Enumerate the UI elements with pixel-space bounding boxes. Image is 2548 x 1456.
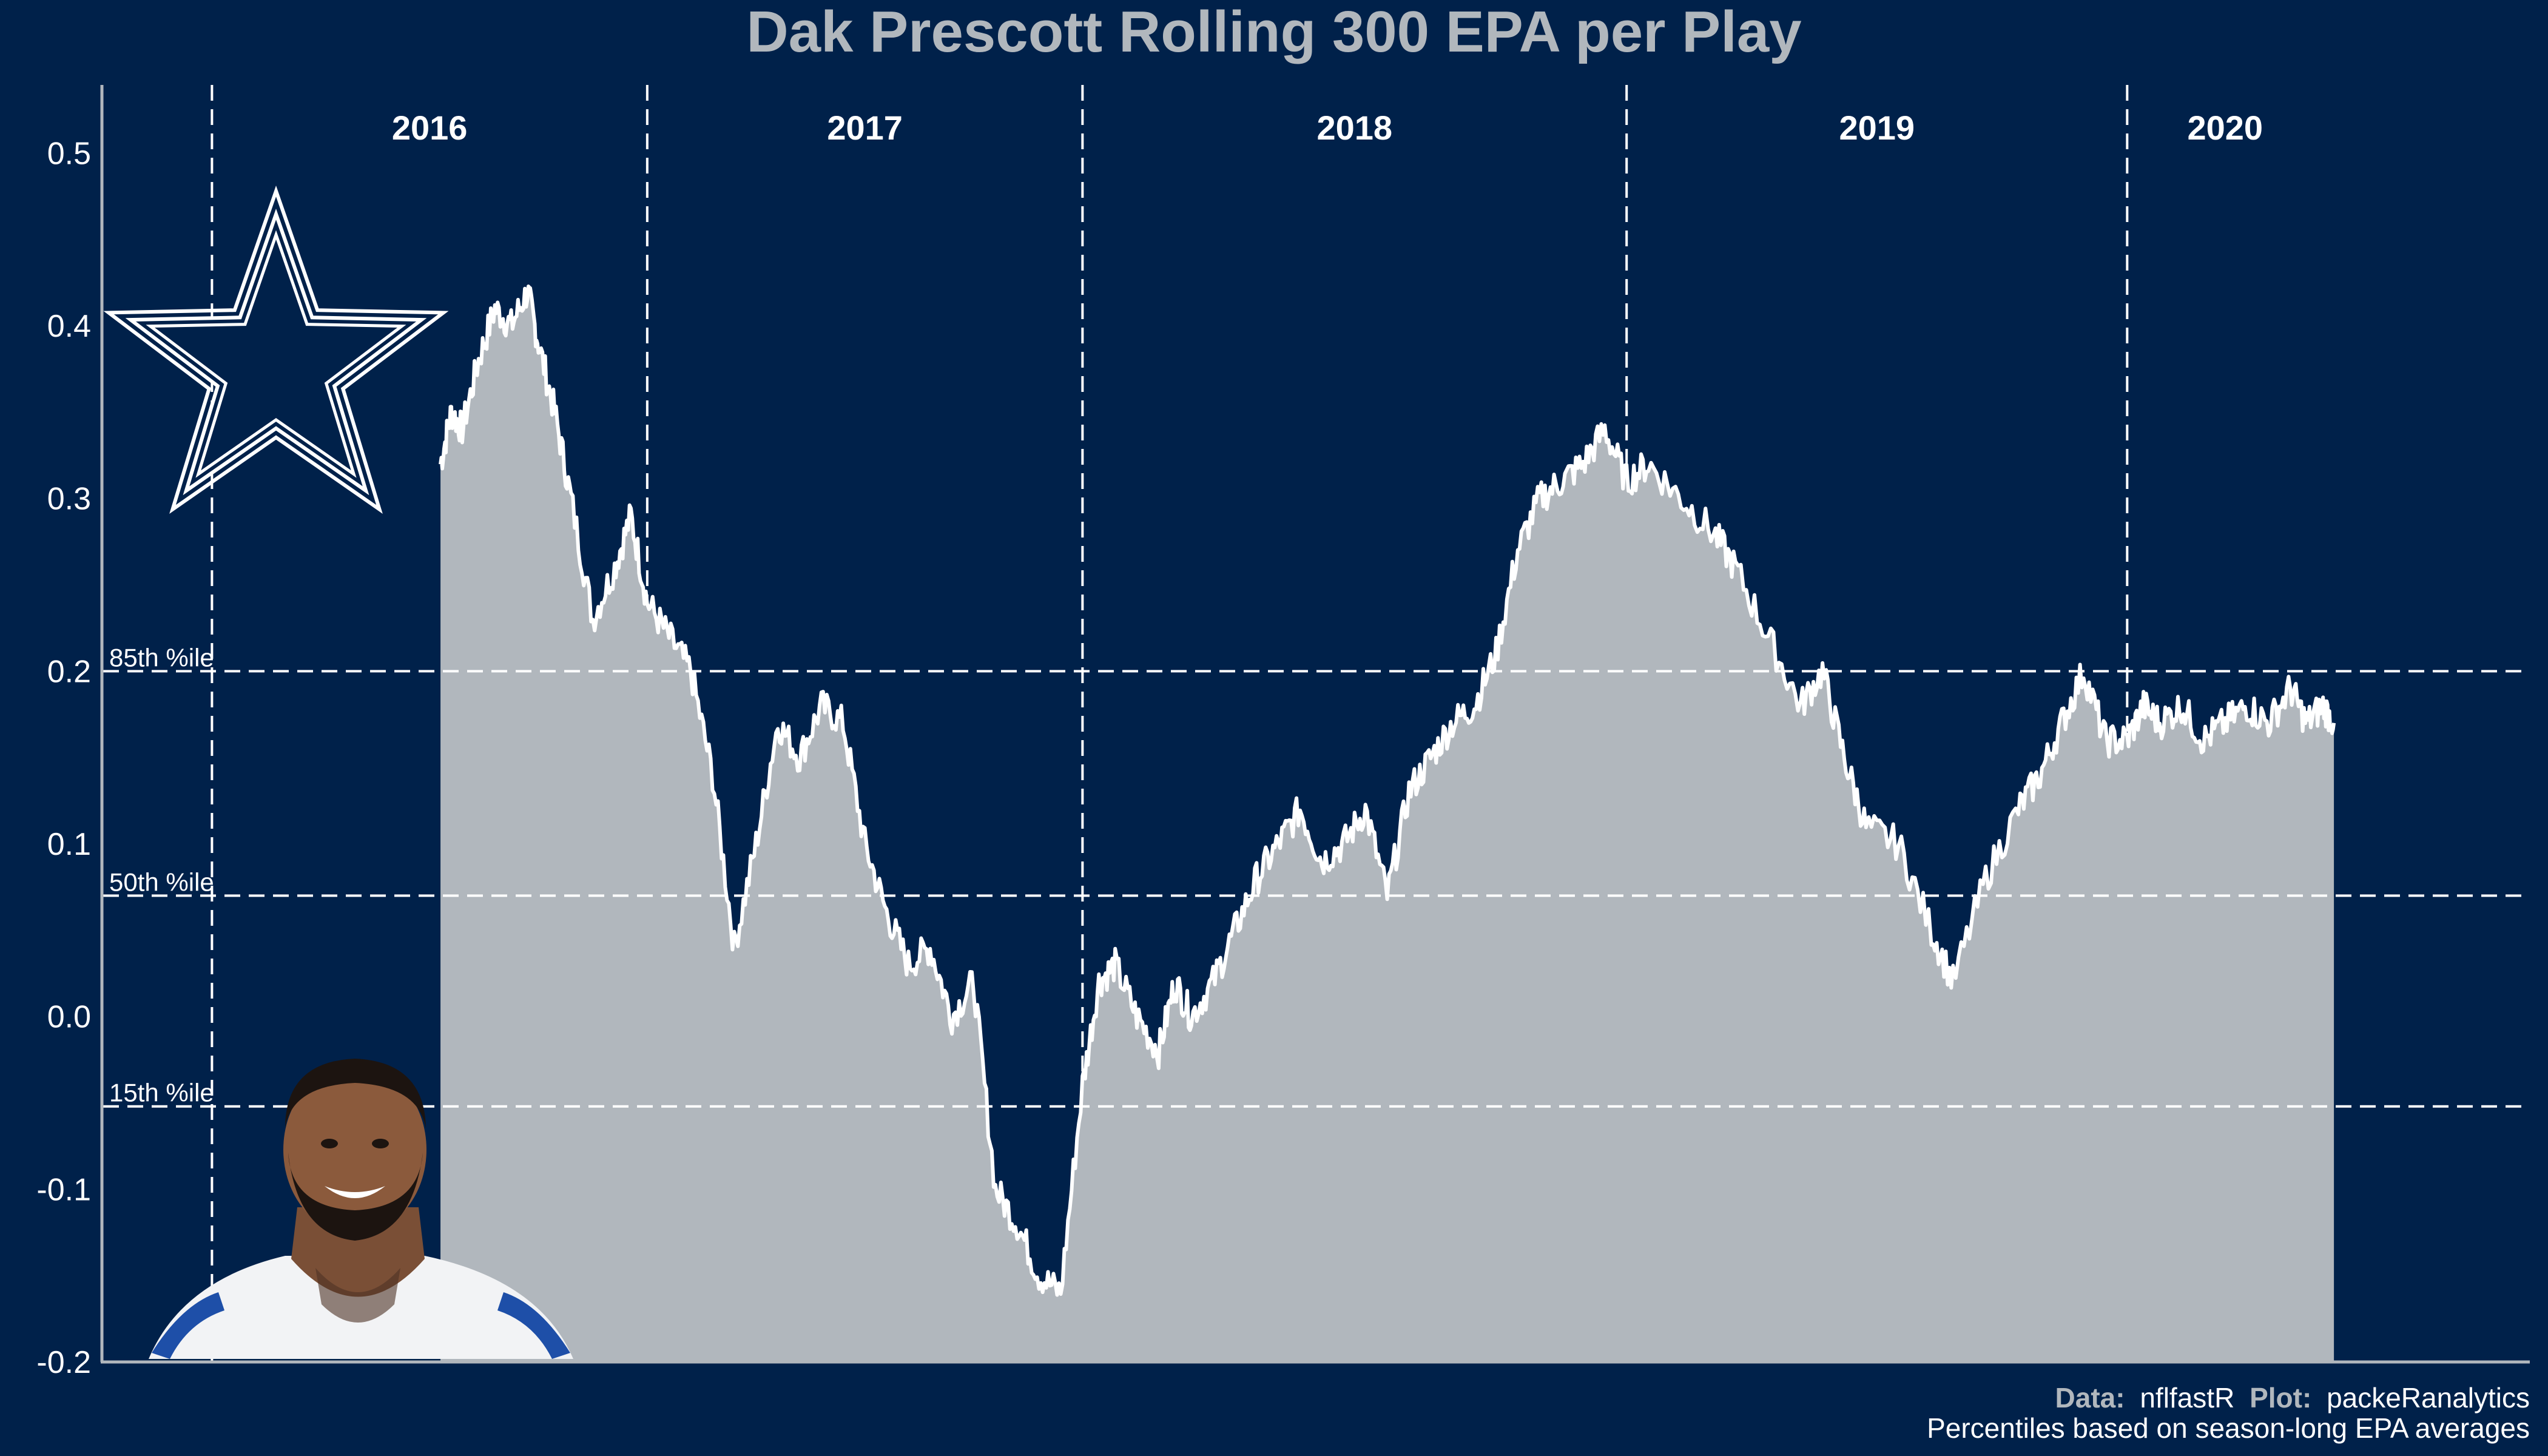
caption-plot-author: packeRanalytics [2327, 1382, 2530, 1414]
axes: -0.2 -0.1 0.0 0.1 0.2 0.3 0.4 0.5 [36, 85, 2530, 1380]
hair [285, 1059, 426, 1128]
player-headshot [149, 1059, 573, 1359]
smile [325, 1186, 385, 1198]
season-label-2017: 2017 [827, 109, 903, 147]
epa-area [439, 285, 2336, 1362]
star-outer-outline [103, 185, 449, 514]
star-inner-fill [146, 230, 406, 478]
caption-data-source: nflfastR [2140, 1382, 2234, 1414]
area-fill [440, 286, 2334, 1362]
y-tick-label: -0.2 [36, 1345, 91, 1380]
y-tick-label: -0.1 [36, 1172, 91, 1207]
caption-credits: Data: nflfastR Plot: packeRanalytics [2055, 1382, 2530, 1414]
beard [288, 1153, 423, 1241]
y-tick-label: 0.0 [47, 1000, 91, 1035]
eye-right [372, 1139, 389, 1148]
y-tick-label: 0.5 [47, 136, 91, 171]
jersey-stripe-right [497, 1292, 570, 1359]
neck-tattoo [315, 1268, 400, 1323]
caption-note: Percentiles based on season-long EPA ave… [1927, 1412, 2530, 1444]
caption-data-label: Data: [2055, 1382, 2125, 1414]
season-label-2018: 2018 [1316, 109, 1392, 147]
chart-title: Dak Prescott Rolling 300 EPA per Play [746, 0, 1801, 64]
dallas-star-logo [103, 185, 449, 514]
eye-left [321, 1139, 338, 1148]
season-label-2019: 2019 [1839, 109, 1915, 147]
ref-label-1: 50th %ile [109, 868, 214, 896]
face [283, 1065, 426, 1235]
percentile-reference-lines: 85th %ile 50th %ile 15th %ile [103, 643, 2530, 1108]
y-tick-label: 0.4 [47, 309, 91, 344]
season-labels: 2016 2017 2018 2019 2020 [392, 109, 2263, 147]
jersey-stripe-left [152, 1292, 224, 1359]
caption-plot-label: Plot: [2250, 1382, 2311, 1414]
caption: Data: nflfastR Plot: packeRanalytics Per… [1927, 1382, 2530, 1444]
y-tick-label: 0.3 [47, 482, 91, 517]
y-tick-label: 0.1 [47, 827, 91, 862]
season-label-2016: 2016 [392, 109, 468, 147]
y-tick-label: 0.2 [47, 654, 91, 689]
ref-label-2: 15th %ile [109, 1079, 214, 1107]
epa-line [439, 285, 2336, 1297]
season-label-2020: 2020 [2187, 109, 2263, 147]
ref-label-0: 85th %ile [109, 643, 214, 672]
